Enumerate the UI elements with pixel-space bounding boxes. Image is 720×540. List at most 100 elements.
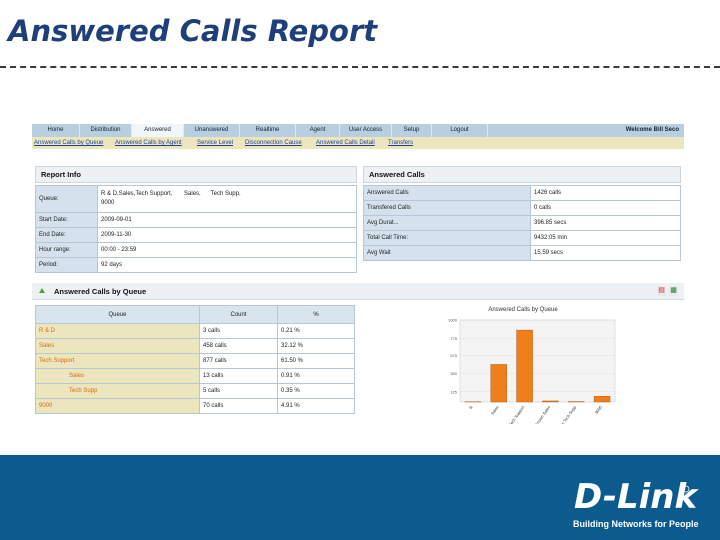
chart-title: Answered Calls by Queue: [488, 307, 558, 313]
row-label: Answered Calls: [363, 185, 531, 201]
queue-name: 9000: [35, 398, 200, 414]
tab-setup[interactable]: Setup: [392, 124, 432, 137]
queue-name: Tech Supp: [35, 383, 200, 399]
row-label: Period:: [35, 257, 98, 273]
row-label: End Date:: [35, 227, 98, 243]
by-queue-header: Answered Calls by Queue ▤ ▦: [32, 283, 684, 300]
queue-percent: 0.91 %: [277, 368, 355, 384]
row-label: Total Call Time:: [363, 230, 531, 246]
answered-row: Transfered Calls 0 calls: [363, 200, 681, 216]
row-value: 00:00 - 23:59: [97, 242, 357, 258]
answered-row: Avg Wait 15.59 secs: [363, 245, 681, 261]
footer-tagline: Building Networks for People: [573, 519, 699, 529]
answered-row: Avg Durat... 396.85 secs: [363, 215, 681, 231]
footer-band: D-Link Building Networks for People: [0, 455, 720, 540]
bar-chart: Answered Calls by Queue 1000 775 570 350 125 R…: [425, 302, 621, 434]
col-count[interactable]: Count: [199, 305, 278, 324]
tab-user-access[interactable]: User Access: [340, 124, 392, 137]
queue-name: R & D: [35, 323, 200, 339]
queue-name: Sales: [35, 368, 200, 384]
table-row: R & D 3 calls 0.21 %: [35, 323, 355, 339]
row-value: 15.59 secs: [530, 245, 681, 261]
queue-percent: 4.91 %: [277, 398, 355, 414]
by-queue-table: Queue Count % R & D 3 calls 0.21 % Sales…: [35, 305, 355, 414]
bar: [593, 396, 611, 403]
y-tick-label: 1000: [448, 318, 458, 323]
welcome-text: Welcome Bill Seco: [625, 127, 679, 133]
trademark-icon: [682, 485, 690, 493]
queue-count: 3 calls: [199, 323, 278, 339]
queue-count: 5 calls: [199, 383, 278, 399]
tab-logout[interactable]: Logout: [432, 124, 488, 137]
row-value: R & D,Sales,Tech Support, Sales, Tech Su…: [97, 185, 357, 213]
queue-name: Tech Support: [35, 353, 200, 369]
row-label: Queue:: [35, 185, 98, 213]
bar: [542, 400, 559, 403]
row-value: 9432:05 min: [530, 230, 681, 246]
queue-count: 13 calls: [199, 368, 278, 384]
answered-calls-table: Answered Calls 1426 calls Transfered Cal…: [363, 185, 681, 261]
subnav-link-transfers[interactable]: Transfers: [388, 140, 414, 146]
queue-percent: 0.21 %: [277, 323, 355, 339]
sub-nav: Answered Calls by Queue Answered Calls b…: [32, 137, 684, 149]
x-tick-label: Sales: [490, 405, 500, 416]
queue-count: 877 calls: [199, 353, 278, 369]
tab-answered[interactable]: Answered: [132, 124, 184, 137]
report-info-row: Start Date: 2009-09-01: [35, 212, 357, 228]
report-info-header: Report Info: [35, 166, 357, 183]
plot-area: [459, 319, 616, 403]
tab-distribution[interactable]: Distribution: [80, 124, 132, 137]
table-row: Sales 458 calls 32.12 %: [35, 338, 355, 354]
by-queue-title: Answered Calls by Queue: [54, 287, 147, 296]
tab-unanswered[interactable]: Unanswered: [184, 124, 240, 137]
col-percent[interactable]: %: [277, 305, 355, 324]
bar: [516, 329, 533, 403]
bar: [490, 364, 507, 403]
subnav-link-service-level[interactable]: Service Level: [197, 140, 234, 146]
answered-row: Total Call Time: 9432:05 min: [363, 230, 681, 246]
queue-percent: 61.50 %: [277, 353, 355, 369]
answered-calls-header: Answered Calls: [363, 166, 681, 183]
row-value: 2009-11-30: [97, 227, 357, 243]
pdf-icon[interactable]: ▤: [657, 286, 666, 296]
dlink-logo: D-Link: [574, 477, 699, 517]
row-value: 2009-09-01: [97, 212, 357, 228]
tab-agent[interactable]: Agent: [296, 124, 340, 137]
row-label: Avg Durat...: [363, 215, 531, 231]
top-nav: Home Distribution Answered Unanswered Re…: [32, 124, 684, 137]
queue-name: Sales: [35, 338, 200, 354]
chart-container: Answered Calls by Queue 1000 775 570 350 125 R…: [425, 302, 621, 434]
queue-count: 70 calls: [199, 398, 278, 414]
row-value: 1426 calls: [530, 185, 681, 201]
y-tick-label: 775: [450, 336, 457, 341]
y-tick-label: 125: [450, 389, 457, 394]
dashed-divider: [0, 66, 720, 68]
table-row: Tech Supp 5 calls 0.35 %: [35, 383, 355, 399]
row-label: Transfered Calls: [363, 200, 531, 216]
report-info-row: Queue: R & D,Sales,Tech Support, Sales, …: [35, 185, 357, 213]
report-info-row: Hour range: 00:00 - 23:59: [35, 242, 357, 258]
subnav-link-answered-detail[interactable]: Answered Calls Detail: [316, 140, 375, 146]
row-value: 396.85 secs: [530, 215, 681, 231]
table-row: 9000 70 calls 4.91 %: [35, 398, 355, 414]
col-queue[interactable]: Queue: [35, 305, 200, 324]
queue-count: 458 calls: [199, 338, 278, 354]
table-row: Sales 13 calls 0.91 %: [35, 368, 355, 384]
report-info-row: Period: 92 days: [35, 257, 357, 273]
screenshot-panel: Home Distribution Answered Unanswered Re…: [32, 124, 684, 434]
subnav-link-disconnection-cause[interactable]: Disconnection Cause: [245, 140, 302, 146]
tab-home[interactable]: Home: [32, 124, 80, 137]
subnav-link-by-queue[interactable]: Answered Calls by Queue: [34, 140, 104, 146]
table-header-row: Queue Count %: [35, 305, 355, 324]
y-tick-label: 350: [450, 371, 457, 376]
table-row: Tech Support 877 calls 61.50 %: [35, 353, 355, 369]
row-label: Start Date:: [35, 212, 98, 228]
row-label: Hour range:: [35, 242, 98, 258]
queue-percent: 0.35 %: [277, 383, 355, 399]
excel-icon[interactable]: ▦: [669, 286, 678, 296]
slide-title: Answered Calls Report: [8, 14, 378, 48]
expand-leaf-icon[interactable]: [38, 287, 46, 294]
report-info-row: End Date: 2009-11-30: [35, 227, 357, 243]
tab-realtime[interactable]: Realtime: [240, 124, 296, 137]
subnav-link-by-agent[interactable]: Answered Calls by Agent: [115, 140, 182, 146]
